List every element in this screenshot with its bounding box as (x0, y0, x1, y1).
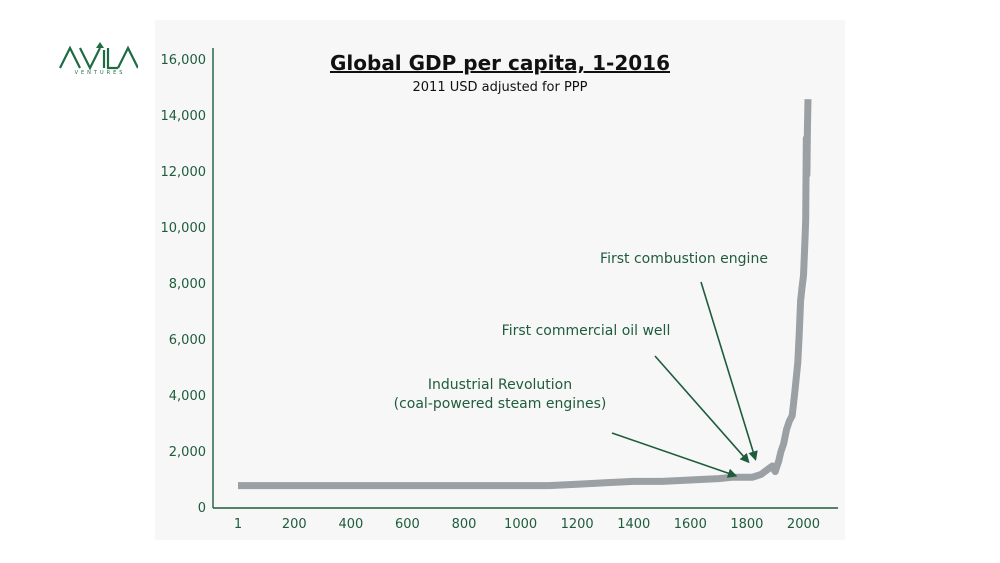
annotation-label: First combustion engine (600, 251, 768, 267)
x-axis-ticks: 1 200 400 600 800 1000 1200 1400 1600 1800 2000 (234, 517, 820, 532)
annotation-line: Industrial Revolution (428, 377, 572, 393)
x-tick-label: 400 (338, 517, 363, 532)
chart-subtitle: 2011 USD adjusted for PPP (413, 80, 588, 95)
annotation-label: First commercial oil well (502, 323, 671, 339)
chart-background (155, 20, 845, 540)
y-tick-label: 2,000 (169, 445, 206, 460)
x-tick-label: 1 (234, 517, 242, 532)
annotation-arrow (611, 432, 738, 478)
y-tick-label: 0 (198, 501, 206, 516)
x-tick-label: 1600 (674, 517, 707, 532)
series-layer (238, 99, 812, 490)
annotation-line: First combustion engine (600, 251, 768, 267)
annotation-label: Industrial Revolution (coal-powered steam… (394, 377, 607, 412)
avila-logo (59, 42, 138, 71)
annotations: Industrial Revolution (coal-powered steam… (394, 251, 768, 478)
y-tick-label: 12,000 (161, 165, 207, 180)
x-tick-label: 2000 (787, 517, 820, 532)
y-tick-label: 8,000 (169, 277, 206, 292)
y-axis-ticks: 0 2,000 4,000 6,000 8,000 10,000 12,000 14,000 1… (161, 53, 207, 516)
x-tick-label: 200 (282, 517, 307, 532)
x-tick-label: 1400 (617, 517, 650, 532)
x-tick-label: 800 (452, 517, 477, 532)
annotation-arrow (654, 355, 750, 464)
chart-title: Global GDP per capita, 1-2016 (330, 51, 670, 75)
annotation-line: (coal-powered steam engines) (394, 396, 607, 412)
gdp-series-line (238, 99, 812, 490)
y-tick-label: 6,000 (169, 333, 206, 348)
y-tick-label: 16,000 (161, 53, 207, 68)
annotation-arrow (700, 281, 758, 461)
y-tick-label: 4,000 (169, 389, 206, 404)
x-tick-label: 1800 (730, 517, 763, 532)
x-tick-label: 600 (395, 517, 420, 532)
logo-subtext: VENTURES (74, 70, 126, 76)
y-tick-label: 10,000 (161, 221, 207, 236)
x-tick-label: 1000 (504, 517, 537, 532)
annotation-line: First commercial oil well (502, 323, 671, 339)
x-tick-label: 1200 (561, 517, 594, 532)
y-tick-label: 14,000 (161, 109, 207, 124)
